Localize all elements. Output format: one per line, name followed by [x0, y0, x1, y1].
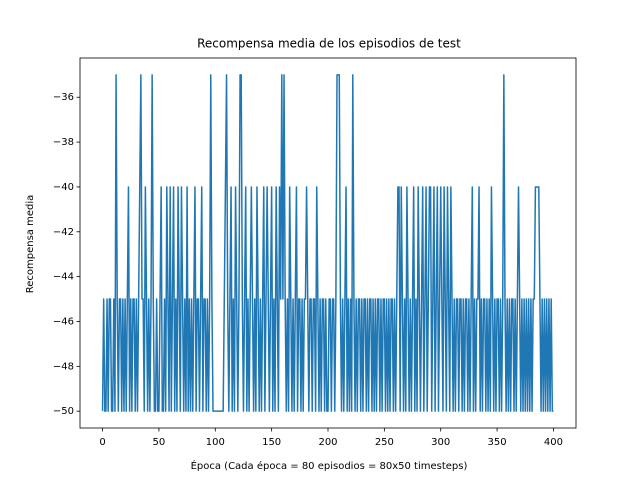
x-tick-label: 300 [431, 437, 450, 448]
data-line [101, 74, 554, 412]
x-tick-label: 0 [99, 437, 105, 448]
x-tick-label: 200 [318, 437, 337, 448]
x-tick-label: 100 [206, 437, 225, 448]
y-tick-label: −36 [53, 92, 74, 103]
x-tick-label: 400 [544, 437, 563, 448]
y-tick-label: −48 [53, 361, 74, 372]
y-tick-label: −42 [53, 227, 74, 238]
plot-frame [79, 57, 577, 429]
x-tick-label: 250 [375, 437, 394, 448]
x-tick-label: 50 [153, 437, 166, 448]
y-tick-label: −44 [53, 272, 74, 283]
y-tick-label: −46 [53, 316, 74, 327]
chart-title: Recompensa media de los episodios de tes… [197, 37, 461, 51]
y-axis-label: Recompensa media [25, 195, 36, 294]
y-tick-label: −40 [53, 182, 74, 193]
y-tick-label: −50 [53, 406, 74, 417]
x-tick-label: 350 [488, 437, 507, 448]
x-tick-label: 150 [262, 437, 281, 448]
y-tick-label: −38 [53, 137, 74, 148]
x-axis-label: Época (Cada época = 80 episodios = 80x50… [191, 459, 468, 472]
